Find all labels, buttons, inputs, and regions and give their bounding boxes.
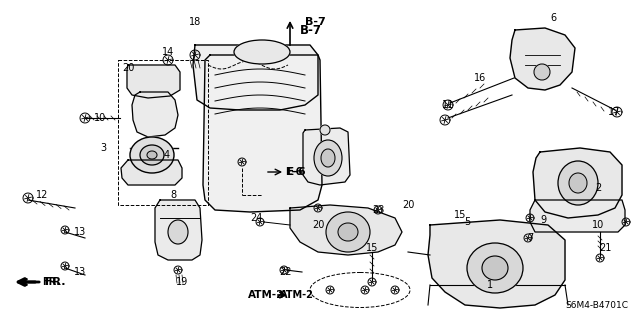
Text: 21: 21 bbox=[599, 243, 611, 253]
Ellipse shape bbox=[168, 220, 188, 244]
Text: E-6: E-6 bbox=[287, 167, 306, 177]
Text: 3: 3 bbox=[100, 143, 106, 153]
Text: 9: 9 bbox=[540, 215, 546, 225]
Text: 8: 8 bbox=[170, 190, 176, 200]
Text: 17: 17 bbox=[608, 107, 620, 117]
Ellipse shape bbox=[326, 212, 370, 252]
Text: 1: 1 bbox=[487, 280, 493, 290]
Polygon shape bbox=[530, 200, 625, 232]
Text: ATM-2: ATM-2 bbox=[248, 290, 284, 300]
Text: 10: 10 bbox=[94, 113, 106, 123]
Polygon shape bbox=[428, 220, 565, 308]
Text: 13: 13 bbox=[74, 267, 86, 277]
Text: 20: 20 bbox=[312, 220, 324, 230]
Polygon shape bbox=[127, 65, 180, 98]
Ellipse shape bbox=[130, 137, 174, 173]
Polygon shape bbox=[510, 28, 575, 90]
Polygon shape bbox=[203, 55, 322, 212]
Text: 20: 20 bbox=[122, 63, 134, 73]
Text: B-7: B-7 bbox=[305, 17, 326, 27]
Ellipse shape bbox=[569, 173, 587, 193]
Ellipse shape bbox=[234, 40, 290, 64]
Text: 20: 20 bbox=[402, 200, 414, 210]
Ellipse shape bbox=[482, 256, 508, 280]
Polygon shape bbox=[132, 92, 178, 137]
Text: 5: 5 bbox=[464, 217, 470, 227]
Ellipse shape bbox=[467, 243, 523, 293]
Text: 2: 2 bbox=[595, 183, 601, 193]
Text: 11: 11 bbox=[442, 100, 454, 110]
Text: E-6: E-6 bbox=[285, 167, 302, 177]
Text: FR.: FR. bbox=[45, 277, 65, 287]
Ellipse shape bbox=[320, 125, 330, 135]
Ellipse shape bbox=[558, 161, 598, 205]
Text: 16: 16 bbox=[474, 73, 486, 83]
Ellipse shape bbox=[314, 140, 342, 176]
Text: FR.: FR. bbox=[42, 277, 60, 287]
Text: 10: 10 bbox=[592, 220, 604, 230]
Text: 7: 7 bbox=[527, 233, 533, 243]
Text: 24: 24 bbox=[250, 213, 262, 223]
Text: 4: 4 bbox=[164, 150, 170, 160]
Text: 13: 13 bbox=[74, 227, 86, 237]
Text: 19: 19 bbox=[176, 277, 188, 287]
Polygon shape bbox=[290, 205, 402, 255]
Ellipse shape bbox=[534, 64, 550, 80]
Ellipse shape bbox=[147, 151, 157, 159]
Text: S6M4-B4701C: S6M4-B4701C bbox=[565, 300, 628, 309]
Text: B-7: B-7 bbox=[300, 24, 322, 37]
Ellipse shape bbox=[338, 223, 358, 241]
Text: 15: 15 bbox=[366, 243, 378, 253]
Text: 12: 12 bbox=[36, 190, 48, 200]
Text: 22: 22 bbox=[280, 267, 292, 277]
Text: 15: 15 bbox=[454, 210, 466, 220]
Bar bbox=[118, 60, 208, 205]
Polygon shape bbox=[121, 160, 182, 185]
Text: 23: 23 bbox=[372, 205, 384, 215]
Polygon shape bbox=[193, 45, 318, 110]
Polygon shape bbox=[533, 148, 622, 218]
Ellipse shape bbox=[140, 145, 164, 165]
Text: 14: 14 bbox=[162, 47, 174, 57]
Ellipse shape bbox=[321, 149, 335, 167]
Text: 18: 18 bbox=[189, 17, 201, 27]
Polygon shape bbox=[155, 200, 202, 260]
Text: ATM-2: ATM-2 bbox=[280, 290, 314, 300]
Text: 6: 6 bbox=[550, 13, 556, 23]
Polygon shape bbox=[303, 128, 350, 185]
